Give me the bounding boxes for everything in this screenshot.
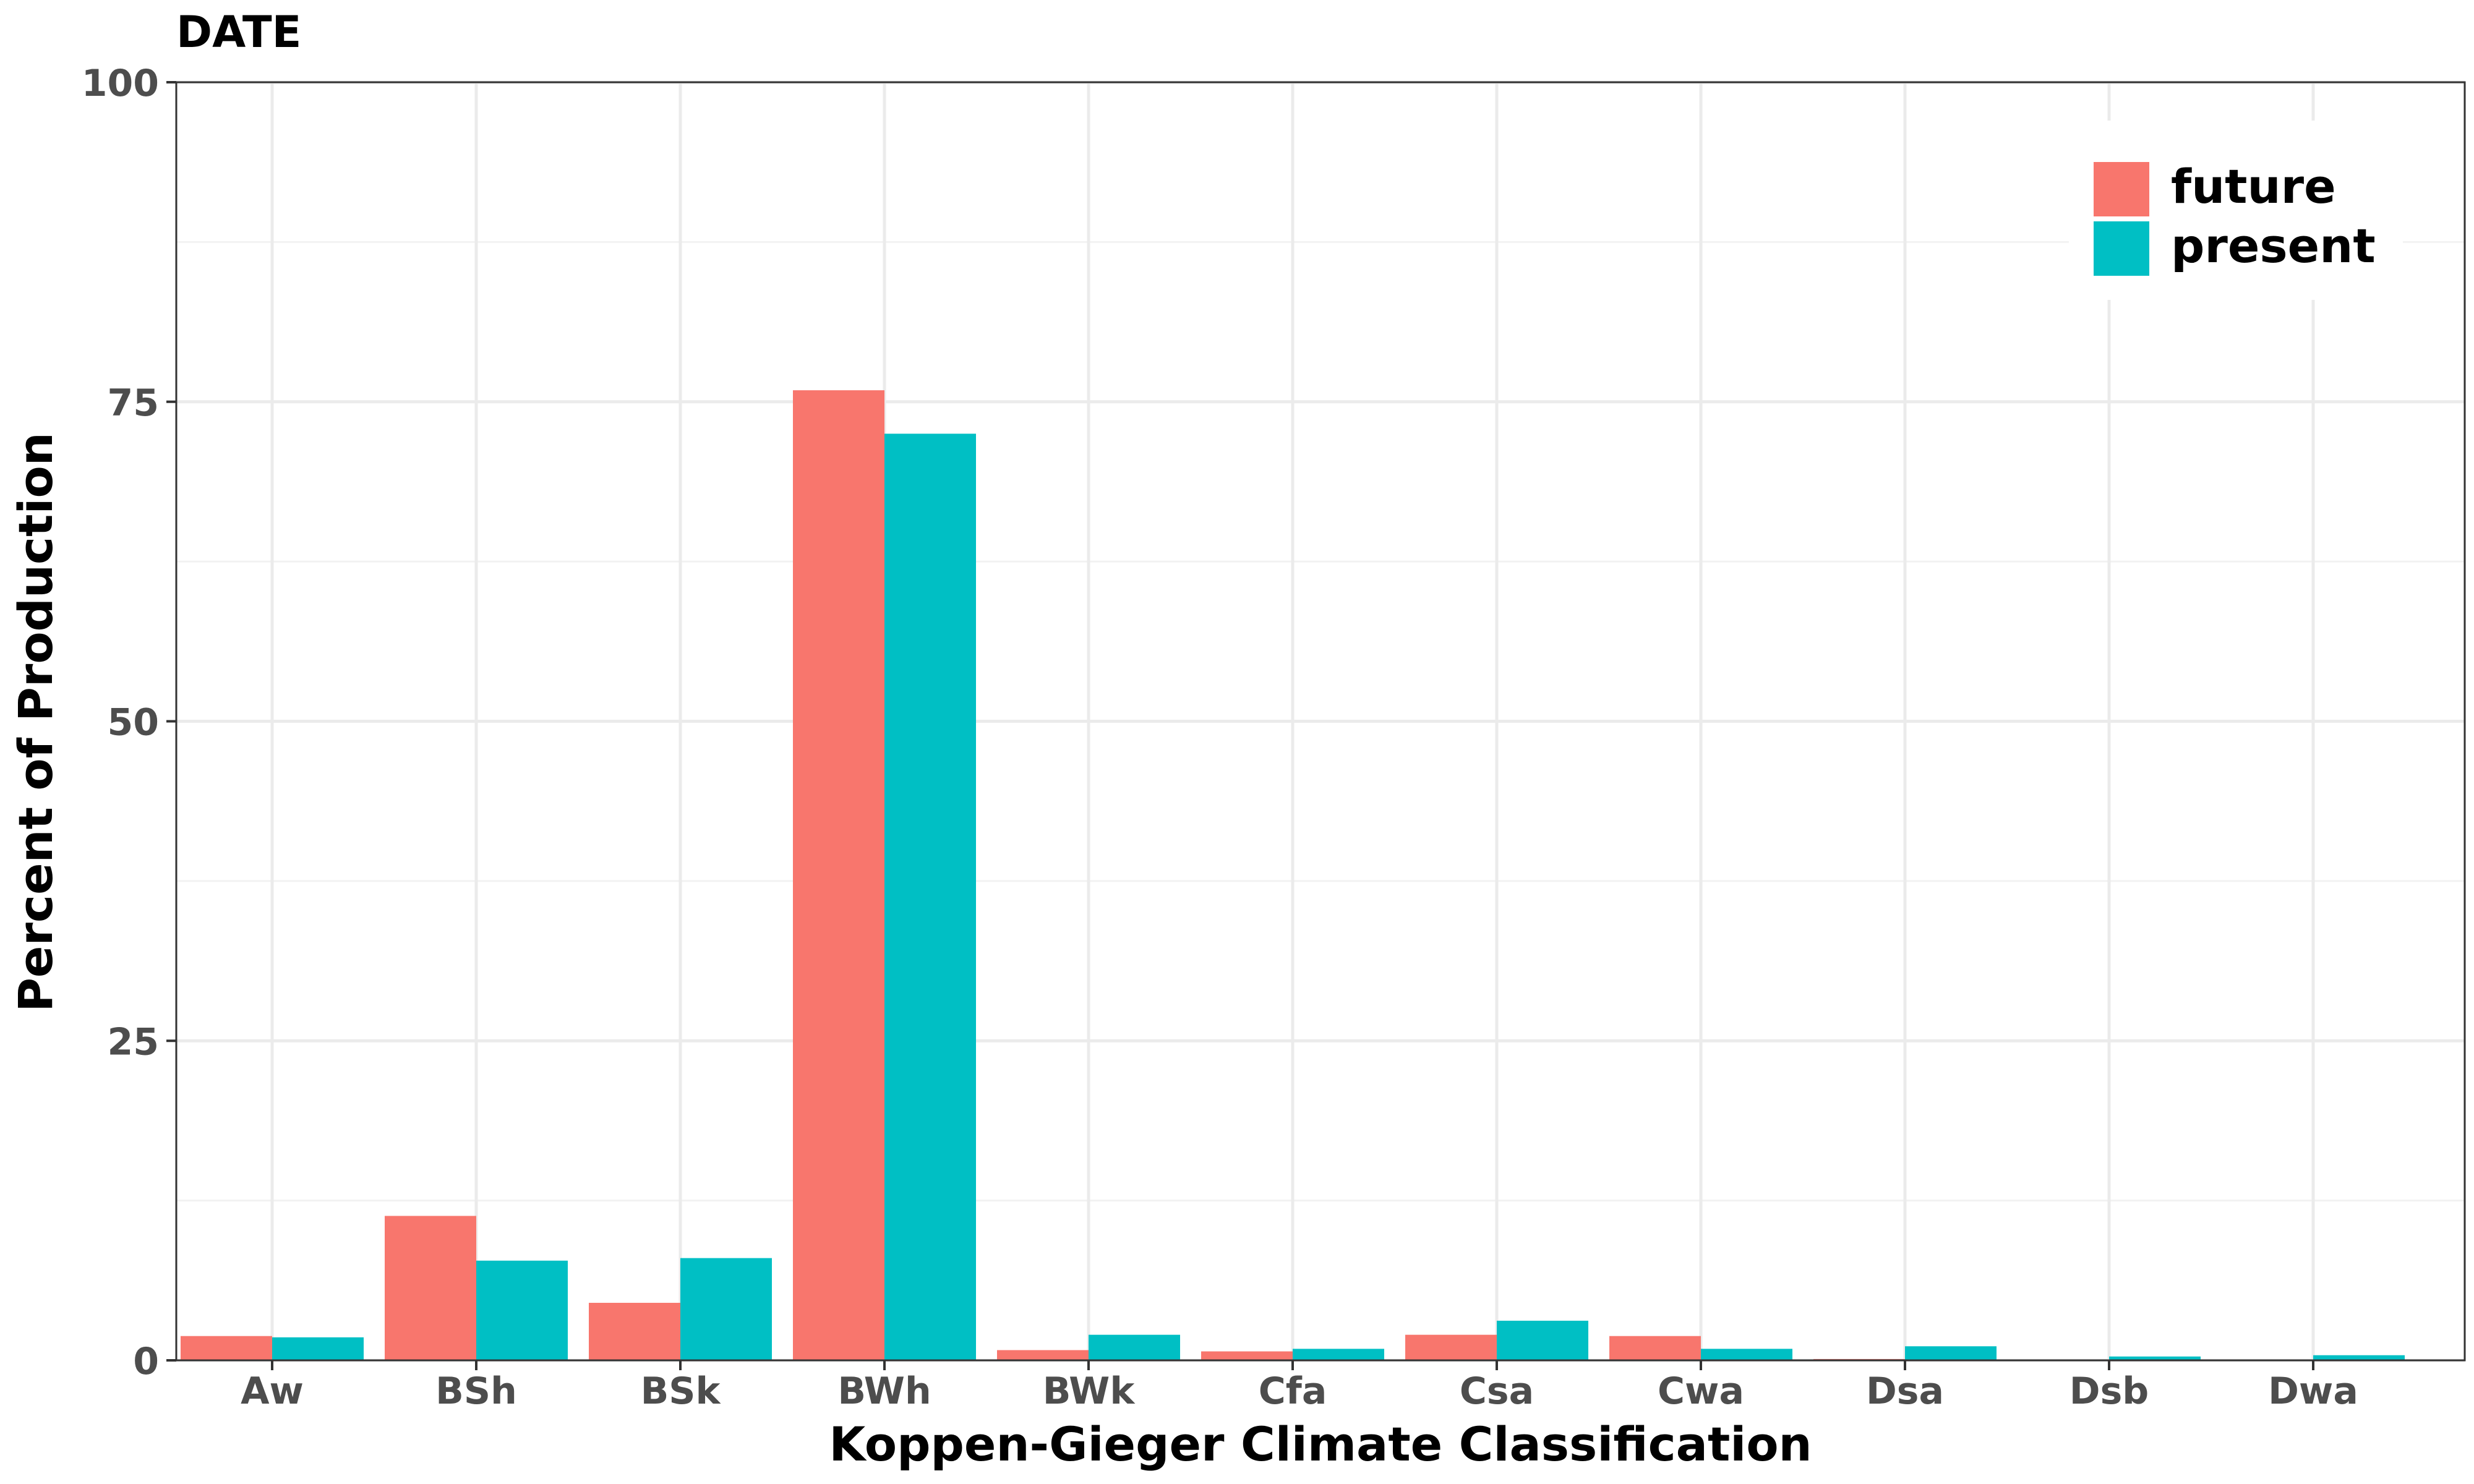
y-axis-title: Percent of Production — [8, 432, 63, 1012]
x-tick-label: Dsa — [1866, 1370, 1944, 1413]
x-tick-label: Csa — [1460, 1370, 1534, 1413]
bar-present-BSh — [476, 1260, 568, 1360]
chart-title: DATE — [176, 7, 301, 58]
y-tick-label: 25 — [108, 1020, 160, 1064]
bar-present-BSk — [680, 1258, 772, 1360]
bar-present-BWk — [1089, 1334, 1180, 1360]
y-tick-label: 100 — [82, 62, 159, 105]
bar-present-BWh — [884, 433, 976, 1360]
x-axis-title: Koppen-Gieger Climate Classification — [829, 1417, 1812, 1472]
bar-future-Cfa — [1201, 1351, 1293, 1360]
bar-future-Cwa — [1609, 1336, 1701, 1360]
x-tick-label: Cwa — [1658, 1370, 1744, 1413]
x-tick-label: BSh — [435, 1370, 517, 1413]
y-tick-label: 50 — [108, 701, 160, 744]
bar-present-Dwa — [2313, 1355, 2405, 1360]
bar-future-BSk — [589, 1302, 680, 1360]
bar-present-Csa — [1497, 1320, 1588, 1360]
bar-future-BSh — [385, 1216, 476, 1360]
bars — [181, 390, 2405, 1360]
legend-label-present: present — [2171, 218, 2376, 273]
x-tick-label: Dsb — [2070, 1370, 2149, 1413]
bar-present-Aw — [272, 1337, 364, 1360]
bar-future-BWk — [997, 1350, 1089, 1360]
y-tick-label: 0 — [133, 1340, 159, 1383]
legend-swatch-future — [2094, 162, 2149, 216]
bar-future-BWh — [793, 390, 884, 1360]
axes: 0 25 50 75 100 Aw BSh BSk BWh BWk Cfa Csa Cwa Dsa Dsb D… — [82, 62, 2358, 1413]
y-tick-label: 75 — [108, 382, 160, 425]
x-tick-label: BWk — [1043, 1370, 1136, 1413]
bar-present-Dsa — [1905, 1346, 1997, 1360]
x-tick-label: Cfa — [1259, 1370, 1327, 1413]
bar-future-Csa — [1405, 1334, 1497, 1360]
bar-future-Aw — [181, 1336, 272, 1360]
bar-present-Cwa — [1701, 1349, 1792, 1360]
legend-swatch-present — [2094, 221, 2149, 276]
x-tick-label: Dwa — [2268, 1370, 2358, 1413]
bar-present-Dsb — [2109, 1356, 2201, 1360]
bar-present-Cfa — [1293, 1349, 1384, 1360]
legend-label-future: future — [2171, 159, 2336, 214]
x-tick-label: BSk — [641, 1370, 722, 1413]
x-tick-label: BWh — [837, 1370, 931, 1413]
x-tick-label: Aw — [241, 1370, 304, 1413]
